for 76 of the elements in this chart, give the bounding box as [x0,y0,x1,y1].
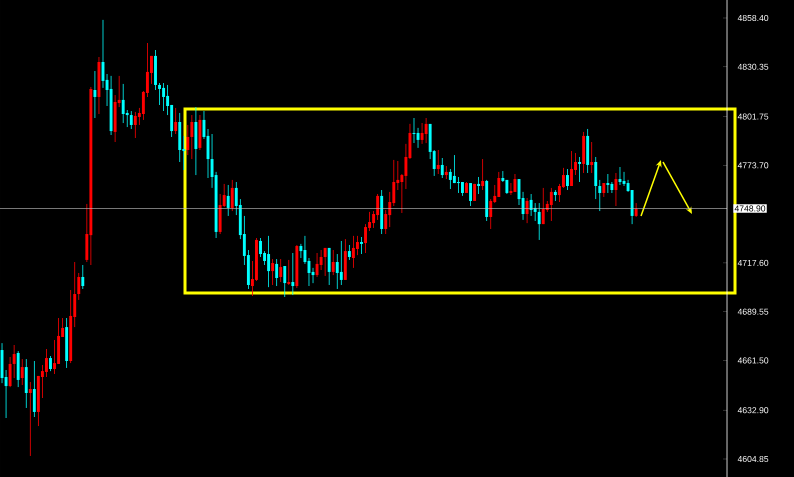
candlestick [610,182,614,194]
candlestick [412,118,416,144]
candlestick [618,166,622,186]
candlestick [606,174,610,194]
candlestick [162,82,166,112]
candlestick [364,224,367,254]
candlestick [452,154,456,184]
y-tick-label: 4717.60 [738,260,768,266]
candlestick [287,260,290,286]
candlestick [324,248,327,276]
candlestick [291,252,294,296]
candlestick [550,188,553,222]
candlestick [554,190,557,202]
candlestick [186,124,190,156]
candlestick [602,182,606,198]
candlestick [49,356,52,372]
candlestick [481,158,484,190]
candlestick [465,182,468,194]
y-tick-label: 4632.90 [738,407,768,414]
candlestick [473,184,476,202]
ref-line-label: 4748.90 [734,205,766,212]
candlestick [28,382,32,456]
candlestick [416,128,420,148]
candlestick [12,344,16,378]
y-tick-label: 4858.40 [738,14,768,22]
candlestick [275,258,278,286]
candlestick [570,150,573,186]
candlestick [316,252,319,278]
candlestick [226,184,230,216]
candlestick [514,174,516,192]
candlestick [444,166,448,180]
candlestick [267,236,270,288]
candlestick [93,70,96,118]
y-tick-label: 4830.35 [738,64,768,70]
candlestick [376,194,380,220]
candlestick [8,356,12,388]
candlestick [614,172,618,206]
candlestick [271,258,274,286]
candlestick [461,182,464,196]
candlestick [477,176,480,194]
candlestick [530,194,533,216]
candlestick [259,238,262,258]
candlestick [566,168,569,190]
candlestick [328,248,331,286]
y-tick-label: 4773.70 [738,162,768,168]
candlestick [590,142,594,174]
candlestick [360,236,363,254]
candlestick [356,236,359,256]
candlestick [102,20,104,88]
candlestick [578,156,582,182]
candlestick [505,180,508,194]
candlestick [32,360,36,418]
candlestick [122,84,125,124]
candlestick [352,236,355,268]
candlestick [538,202,541,240]
y-tick-label: 4604.85 [738,456,768,462]
candlestick [174,108,178,134]
candlestick [420,122,424,144]
candlestick [44,348,48,378]
candlestick [190,114,194,160]
candlestick [526,198,529,224]
candlestick [348,244,351,260]
y-tick-label: 4689.55 [738,308,768,315]
candlestick [158,82,161,106]
candlestick [448,168,452,190]
candlestick [634,202,638,218]
candlestick [299,244,302,258]
candlestick [134,112,137,138]
candlestick [81,264,84,290]
candlestick [456,176,460,194]
candlestick [53,340,56,374]
candlestick [509,182,512,196]
y-tick-label: 4801.75 [738,113,768,120]
y-tick-label: 4661.50 [738,357,768,364]
candlestick [424,118,428,144]
candlestick [469,182,472,206]
